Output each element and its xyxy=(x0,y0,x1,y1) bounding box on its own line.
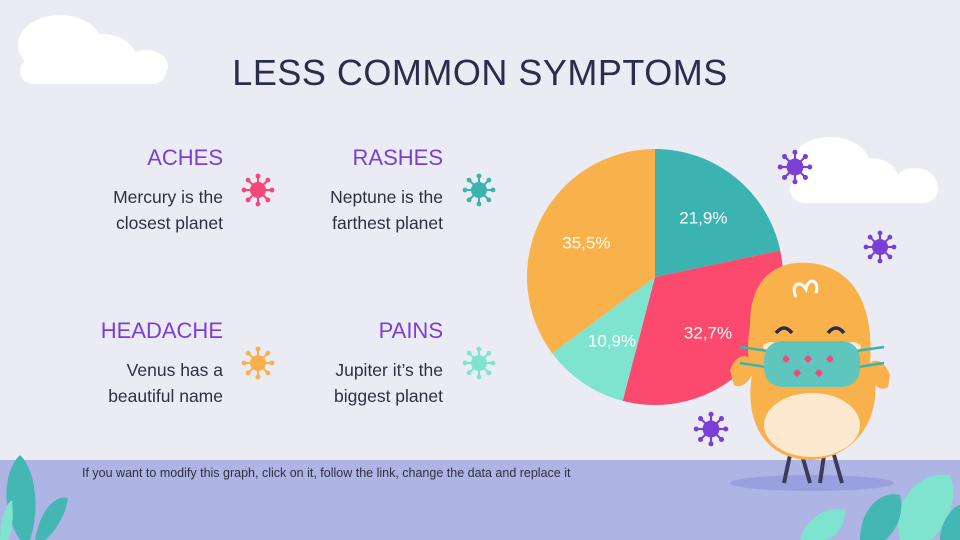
pie-chart[interactable]: 21,9% 32,7% 10,9% 35,5% xyxy=(520,142,790,412)
symptom-aches-desc: Mercury is the closest planet xyxy=(23,184,223,236)
symptom-rashes-desc-line1: Neptune is the xyxy=(330,187,443,207)
symptom-aches-desc-line1: Mercury is the xyxy=(113,187,223,207)
virus-icon-rashes xyxy=(462,173,496,207)
footer-note: If you want to modify this graph, click … xyxy=(82,466,571,480)
virus-icon-purple-mid xyxy=(863,230,897,264)
symptom-aches-desc-line2: closest planet xyxy=(115,213,223,233)
symptom-pains-desc: Jupiter it’s the biggest planet xyxy=(243,357,443,409)
virus-icon-purple-bottom xyxy=(693,411,729,447)
symptom-headache-desc-line1: Venus has a xyxy=(126,360,223,380)
pie-label-0: 21,9% xyxy=(679,208,727,227)
plant-right xyxy=(800,474,960,540)
chick-mascot-illustration xyxy=(730,262,894,491)
symptom-pains-desc-line2: biggest planet xyxy=(334,386,443,406)
pie-slice-2[interactable] xyxy=(552,277,655,401)
pie-label-2: 10,9% xyxy=(588,332,636,351)
virus-icon-aches xyxy=(241,173,275,207)
symptom-pains-desc-line1: Jupiter it’s the xyxy=(335,360,443,380)
symptom-pains-title: PAINS xyxy=(378,318,443,343)
symptom-headache-desc-line2: beautiful name xyxy=(108,386,223,406)
pie-slice-0[interactable] xyxy=(655,149,781,277)
virus-icon-purple-top xyxy=(777,149,813,185)
symptom-aches-title: ACHES xyxy=(147,145,223,170)
symptom-rashes-desc: Neptune is the farthest planet xyxy=(243,184,443,236)
symptom-rashes-title: RASHES xyxy=(352,145,443,170)
cloud-right xyxy=(790,137,938,203)
page-title: LESS COMMON SYMPTOMS xyxy=(232,52,728,93)
virus-icon-headache xyxy=(241,346,275,380)
symptom-headache-desc: Venus has a beautiful name xyxy=(23,357,223,409)
pie-label-1: 32,7% xyxy=(684,324,732,343)
ground-band xyxy=(0,460,960,540)
symptom-headache-title: HEADACHE xyxy=(100,318,223,343)
symptom-rashes-desc-line2: farthest planet xyxy=(332,213,443,233)
virus-icon-pains xyxy=(462,346,496,380)
pie-label-3: 35,5% xyxy=(562,233,610,252)
cloud-top-left xyxy=(18,15,168,84)
pie-slice-3[interactable] xyxy=(527,149,655,354)
plant-left xyxy=(0,455,68,540)
